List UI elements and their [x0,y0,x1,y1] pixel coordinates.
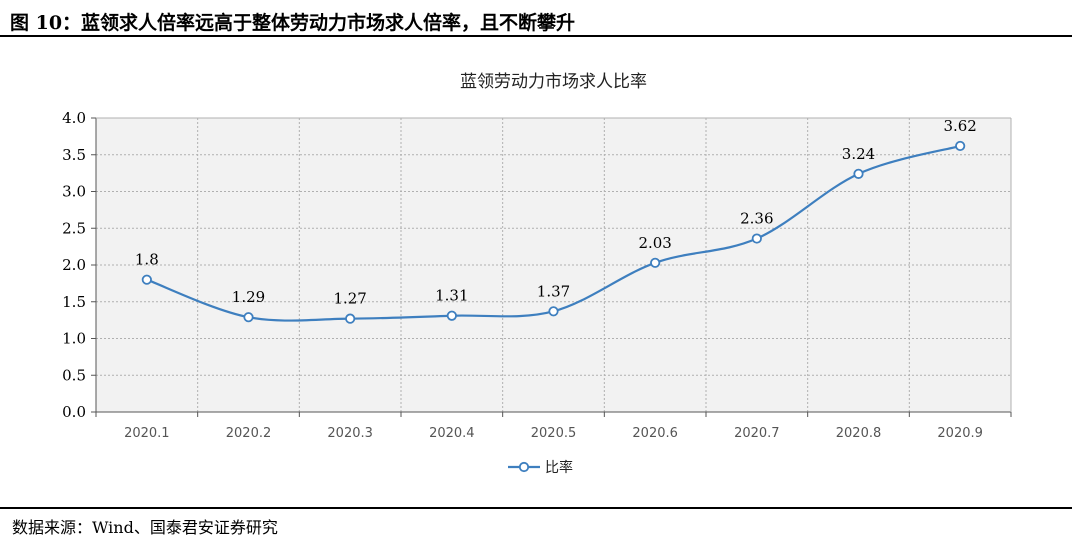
data-label: 2.36 [740,210,773,228]
x-tick-label: 2020.3 [327,426,373,441]
x-axis-ticks: 2020.1 2020.2 2020.3 2020.4 2020.5 2020.6 2020… [95,412,1012,441]
legend-marker [518,461,530,473]
source-note: 数据来源：Wind、国泰君安证券研究 [12,518,278,537]
data-label: 3.24 [842,145,875,163]
data-label: 1.29 [232,288,265,306]
x-tick-label: 2020.2 [226,426,272,441]
data-point [345,313,356,324]
data-point [751,233,762,244]
y-tick-label: 1.0 [62,330,86,348]
y-tick-label: 4.0 [62,109,86,127]
x-tick-label: 2020.1 [124,426,170,441]
data-point [141,274,152,285]
data-point [955,140,966,152]
data-point [548,306,559,317]
x-tick-label: 2020.6 [632,426,678,441]
y-axis-ticks: 0.0 0.5 1.0 1.5 2.0 2.5 3.0 3.5 4.0 [62,109,96,421]
y-tick-label: 3.5 [62,146,86,164]
x-tick-label: 2020.8 [836,426,882,441]
data-point [243,312,254,323]
legend-label: 比率 [545,459,573,476]
data-label: 1.8 [135,251,159,269]
x-tick-label: 2020.7 [734,426,780,441]
chart-title: 蓝领劳动力市场求人比率 [460,72,647,92]
y-tick-label: 1.5 [62,293,86,311]
data-points [141,140,966,324]
data-label: 1.37 [537,282,570,300]
data-label: 1.31 [435,287,468,305]
x-tick-label: 2020.5 [531,426,577,441]
x-tick-label: 2020.4 [429,426,475,441]
top-rule [0,35,1072,37]
bottom-rule [0,507,1072,509]
y-tick-label: 2.0 [62,256,86,274]
y-tick-label: 0.5 [62,366,86,384]
figure-title: 图 10：蓝领求人倍率远高于整体劳动力市场求人倍率，且不断攀升 [10,12,576,34]
y-tick-label: 0.0 [62,403,86,421]
data-point [853,168,864,179]
data-point [650,257,661,268]
data-label: 1.27 [333,290,366,308]
x-tick-label: 2020.9 [937,426,983,441]
y-tick-label: 2.5 [62,219,86,237]
data-label: 3.62 [943,117,976,135]
data-point [446,310,457,321]
data-labels: 1.8 1.29 1.27 1.31 1.37 2.03 2.36 3.24 3.62 [135,117,977,308]
legend: 比率 [508,459,573,476]
data-label: 2.03 [638,234,671,252]
y-tick-label: 3.0 [62,183,86,201]
